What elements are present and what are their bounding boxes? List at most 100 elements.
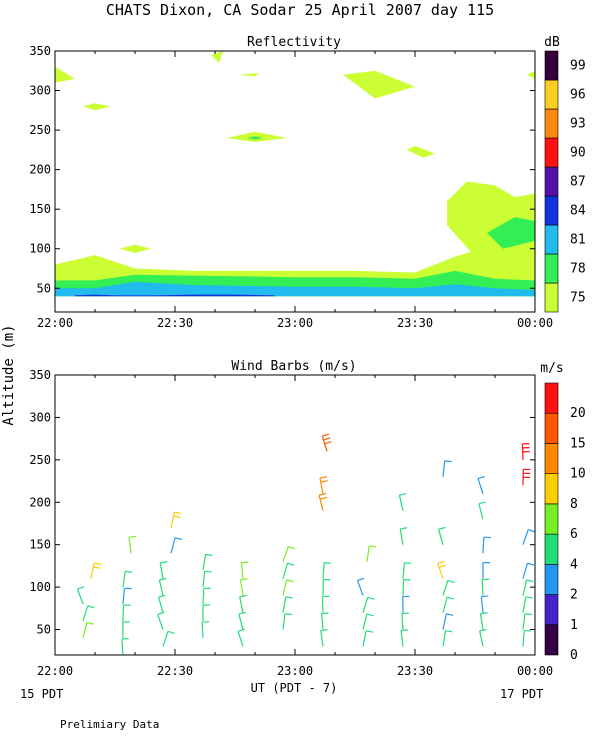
wind-barb — [321, 595, 330, 613]
colorbar-swatch — [544, 108, 559, 139]
colorbar-tick-label: 99 — [570, 59, 586, 74]
colorbar-swatch — [544, 282, 559, 313]
colorbar-tick-label: 93 — [570, 117, 586, 132]
wind-barb — [522, 613, 532, 630]
reflectivity-axes: 50 100 150 200 250 300 350 22:00 22:30 23:00 23:30… — [29, 44, 553, 330]
wind-barb — [402, 562, 412, 579]
colorbar-tick-label: 75 — [570, 291, 586, 306]
wind-barb — [522, 629, 532, 647]
colorbar-swatch — [544, 443, 559, 474]
wind-barb — [322, 579, 331, 596]
wind-barb — [398, 493, 407, 511]
wind-barb — [362, 630, 374, 647]
reflectivity-patch-75 — [407, 145, 435, 158]
x-tick-label: 22:00 — [37, 664, 73, 678]
x-date-left: 15 PDT — [20, 687, 63, 701]
wind-barb — [356, 577, 365, 596]
wind-barb — [437, 560, 446, 579]
colorbar-tick-label: 6 — [570, 527, 578, 542]
colorbar-tick-label: 96 — [570, 88, 586, 103]
colorbar-swatch — [544, 253, 559, 284]
y-tick-label: 250 — [29, 453, 51, 467]
wind-barb — [282, 596, 293, 613]
wind-title: Wind Barbs (m/s) — [231, 359, 356, 374]
colorbar-swatch — [544, 624, 559, 656]
wind-barbs-panel: Wind Barbs (m/s) 5010015020025030035022:… — [29, 359, 585, 678]
y-tick-label: 250 — [29, 123, 51, 137]
y-tick-label: 150 — [29, 538, 51, 552]
wind-barb — [522, 579, 534, 596]
wind-barb — [480, 595, 489, 613]
reflectivity-patch-75 — [239, 73, 259, 77]
reflectivity-band-84 — [75, 294, 275, 297]
colorbar-swatch — [544, 382, 559, 414]
y-tick-label: 50 — [37, 281, 51, 295]
y-tick-label: 50 — [37, 623, 51, 637]
x-tick-label: 00:00 — [517, 664, 553, 678]
reflectivity-patch-75 — [119, 244, 151, 253]
y-tick-label: 300 — [29, 410, 51, 424]
y-tick-label: 300 — [29, 84, 51, 98]
y-tick-label: 150 — [29, 202, 51, 216]
colorbar-tick-label: 1 — [570, 618, 578, 633]
y-tick-label: 100 — [29, 242, 51, 256]
colorbar-swatch — [544, 166, 559, 197]
wind-barb — [202, 553, 213, 571]
wind-barb — [401, 612, 409, 630]
wind-barb — [282, 562, 295, 579]
wind-colorbar-unit: m/s — [540, 361, 563, 376]
wind-barb — [521, 443, 530, 460]
y-tick-label: 350 — [29, 368, 51, 382]
colorbar-swatch — [544, 195, 559, 226]
wind-barb — [479, 628, 487, 647]
wind-barb — [522, 562, 535, 579]
wind-barb — [442, 596, 455, 613]
reflectivity-contours — [55, 51, 535, 297]
wind-barb — [121, 637, 129, 656]
wind-barb — [122, 587, 132, 605]
wind-frame — [54, 374, 536, 656]
reflectivity-patch-75 — [55, 66, 75, 83]
wind-barb — [282, 579, 294, 596]
colorbar-tick-label: 87 — [570, 175, 586, 190]
colorbar-swatch — [544, 137, 559, 168]
colorbar-swatch — [544, 224, 559, 255]
colorbar-tick-label: 8 — [570, 497, 578, 512]
reflectivity-patch-78 — [487, 217, 535, 249]
reflectivity-panel: Reflectivity 50 100 150 200 250 300 350 22:00 22… — [29, 35, 586, 330]
wind-barb — [400, 629, 409, 647]
colorbar-tick-label: 10 — [570, 467, 586, 482]
colorbar-tick-label: 15 — [570, 436, 586, 451]
wind-barb — [477, 475, 485, 494]
wind-barb — [170, 537, 183, 554]
reflectivity-patch-78 — [247, 136, 263, 140]
colorbar-swatch — [544, 412, 559, 444]
y-axis-label: Altitude (m) — [1, 324, 17, 425]
wind-barb — [202, 570, 212, 588]
wind-barb — [282, 545, 296, 562]
wind-barb — [322, 562, 332, 579]
wind-barb — [122, 604, 131, 622]
colorbar-tick-label: 78 — [570, 262, 586, 277]
wind-barb — [522, 596, 533, 613]
colorbar-tick-label: 0 — [570, 648, 578, 663]
reflectivity-patch-75 — [83, 103, 111, 111]
colorbar-swatch — [544, 50, 559, 81]
colorbar-tick-label: 2 — [570, 588, 578, 603]
wind-barb — [482, 562, 490, 579]
footer-note: Prelimiary Data — [60, 718, 159, 731]
wind-barb — [442, 613, 454, 630]
x-tick-label: 23:00 — [277, 316, 313, 330]
wind-barb — [282, 613, 292, 630]
x-tick-label: 23:30 — [397, 316, 433, 330]
wind-barb — [239, 594, 247, 613]
colorbar-swatch — [544, 533, 559, 565]
y-tick-label: 350 — [29, 44, 51, 58]
wind-barb — [122, 621, 130, 639]
wind-barb — [157, 611, 165, 630]
wind-barb — [82, 621, 94, 639]
colorbar-swatch — [544, 564, 559, 595]
colorbar-tick-label: 84 — [570, 204, 586, 219]
wind-barb — [320, 629, 328, 647]
